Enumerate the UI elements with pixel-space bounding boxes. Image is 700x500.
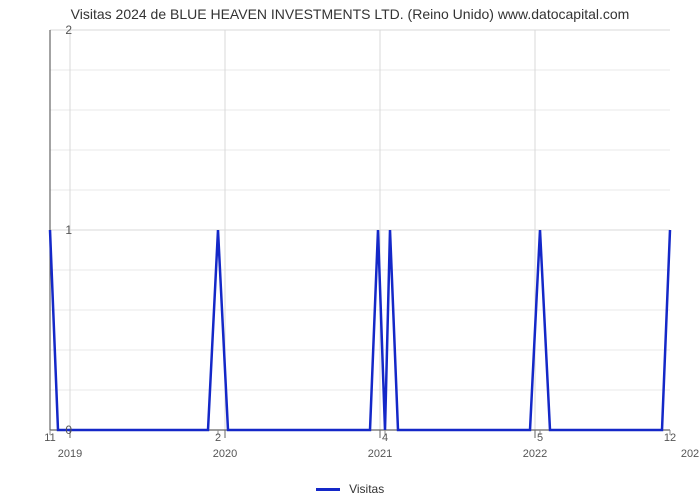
plot-area <box>50 30 670 430</box>
x-minor-label: 11 <box>44 432 55 444</box>
legend-label: Visitas <box>349 482 384 496</box>
chart-title: Visitas 2024 de BLUE HEAVEN INVESTMENTS … <box>0 6 700 22</box>
x-major-label: 2021 <box>368 448 392 460</box>
x-minor-label: 5 <box>537 432 543 444</box>
x-major-label: 2022 <box>523 448 547 460</box>
x-major-label: 2020 <box>213 448 237 460</box>
y-tick-label: 2 <box>32 23 72 37</box>
legend: Visitas <box>0 482 700 496</box>
x-minor-label: 12 <box>664 432 676 444</box>
x-minor-label: 4 <box>382 432 388 444</box>
legend-swatch <box>316 488 340 491</box>
x-minor-label: 2 <box>215 432 221 444</box>
y-tick-label: 1 <box>32 223 72 237</box>
x-major-label: 2019 <box>58 448 82 460</box>
x-major-label: 202 <box>681 448 699 460</box>
chart-container: Visitas 2024 de BLUE HEAVEN INVESTMENTS … <box>0 0 700 500</box>
series-line <box>50 230 670 430</box>
chart-svg <box>50 30 670 430</box>
